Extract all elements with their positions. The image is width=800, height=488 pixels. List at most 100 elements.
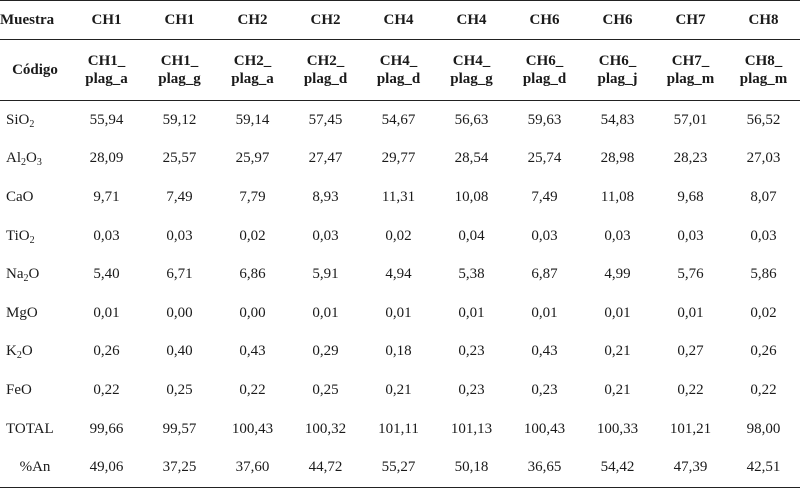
value-cell: 4,99 [604, 266, 631, 283]
value-cell: 59,14 [235, 111, 270, 128]
codigo-line1: CH6_ [598, 53, 637, 69]
value-cell: 8,93 [312, 188, 339, 205]
value-cell: 37,25 [143, 448, 216, 488]
value-cell: 0,01 [531, 304, 558, 321]
codigo-line2: plag_a [231, 71, 274, 87]
muestra-header-cell: CH6 [581, 0, 654, 40]
value-cell: 36,65 [508, 448, 581, 488]
value-cell: 6,87 [531, 266, 558, 283]
table-row: MgO 0,01 0,00 0,00 0,01 0,01 0,01 0,01 0,01 0,01 0… [0, 294, 800, 333]
codigo-line2: plag_d [303, 71, 348, 87]
value-cell: 11,08 [600, 188, 635, 205]
value-cell: 0,25 [166, 381, 193, 398]
value-cell: 0,22 [239, 381, 266, 398]
value-cell: 0,23 [458, 343, 485, 360]
value-cell: 25,97 [235, 150, 270, 167]
table-row: Al2O3 28,09 25,57 25,97 27,47 29,77 28,54 25,74… [0, 140, 800, 179]
oxide-label: SiO2 [0, 101, 70, 140]
table-row: FeO 0,22 0,25 0,22 0,25 0,21 0,23 0,23 0,21 0,22 0… [0, 371, 800, 410]
muestra-header-cell: CH1 [70, 0, 143, 40]
value-cell: 54,67 [381, 111, 416, 128]
oxide-label: FeO [0, 371, 70, 410]
value-cell: 0,02 [239, 227, 266, 244]
muestra-header-cell: CH1 [143, 0, 216, 40]
value-cell: 101,11 [378, 420, 419, 437]
value-cell: 9,71 [93, 188, 120, 205]
codigo-header-cell: CH4_ plag_d [362, 39, 435, 101]
value-cell: 5,38 [458, 266, 485, 283]
value-cell: 0,03 [750, 227, 777, 244]
value-cell: 5,76 [677, 266, 704, 283]
table-row: SiO2 55,94 59,12 59,14 57,45 54,67 56,63 59,63 5… [0, 101, 800, 140]
codigo-line2: plag_g [158, 71, 201, 87]
value-cell: 50,18 [435, 448, 508, 488]
codigo-line1: CH8_ [744, 53, 783, 69]
value-cell: 27,03 [746, 150, 781, 167]
value-cell: 25,74 [527, 150, 562, 167]
value-cell: 100,43 [231, 420, 274, 437]
value-cell: 0,21 [385, 381, 412, 398]
value-cell: 57,01 [673, 111, 708, 128]
value-cell: 9,68 [677, 188, 704, 205]
value-cell: 0,01 [312, 304, 339, 321]
oxide-main-text: TiO [6, 227, 30, 244]
value-cell: 4,94 [385, 266, 412, 283]
oxide-label: TOTAL [0, 410, 70, 449]
codigo-line2: plag_m [666, 71, 715, 87]
codigo-header-cell: CH7_ plag_m [654, 39, 727, 101]
value-cell: 0,26 [93, 343, 120, 360]
value-cell: 0,43 [239, 343, 266, 360]
header-row-muestra: Muestra CH1 CH1 CH2 CH2 CH4 CH4 CH6 CH6 … [0, 0, 800, 40]
codigo-line1: CH1_ [160, 53, 199, 69]
value-cell: 98,00 [746, 420, 781, 437]
codigo-line2: plag_j [597, 71, 638, 87]
value-cell: 0,01 [385, 304, 412, 321]
muestra-header-cell: CH8 [727, 0, 800, 40]
value-cell: 0,01 [604, 304, 631, 321]
value-cell: 5,40 [93, 266, 120, 283]
codigo-header-cell: CH2_ plag_d [289, 39, 362, 101]
value-cell: 28,98 [600, 150, 635, 167]
value-cell: 5,91 [312, 266, 339, 283]
oxide-label: MgO [0, 294, 70, 333]
value-cell: 0,03 [166, 227, 193, 244]
value-cell: 0,22 [677, 381, 704, 398]
value-cell: 37,60 [216, 448, 289, 488]
codigo-line2: plag_g [450, 71, 493, 87]
value-cell: 0,01 [93, 304, 120, 321]
value-cell: 11,31 [381, 188, 416, 205]
codigo-header-cell: CH4_ plag_g [435, 39, 508, 101]
value-cell: 0,01 [458, 304, 485, 321]
value-cell: 0,00 [239, 304, 266, 321]
value-cell: 44,72 [289, 448, 362, 488]
value-cell: 0,40 [166, 343, 193, 360]
value-cell: 7,49 [531, 188, 558, 205]
value-cell: 27,47 [308, 150, 343, 167]
codigo-header-cell: CH2_ plag_a [216, 39, 289, 101]
value-cell: 6,86 [239, 266, 266, 283]
codigo-label: Código [0, 39, 70, 101]
value-cell: 0,21 [604, 343, 631, 360]
table-row: TOTAL 99,66 99,57 100,43 100,32 101,11 101,13 1… [0, 410, 800, 449]
value-cell: 7,79 [239, 188, 266, 205]
value-cell: 28,09 [89, 150, 124, 167]
value-cell: 0,27 [677, 343, 704, 360]
oxide-tail-text: O [28, 266, 40, 283]
table-row: CaO 9,71 7,49 7,79 8,93 11,31 10,08 7,49 11,08 9,… [0, 178, 800, 217]
value-cell: 59,63 [527, 111, 562, 128]
codigo-line2: plag_d [522, 71, 567, 87]
muestra-header-cell: CH4 [435, 0, 508, 40]
table-row: %An 49,06 37,25 37,60 44,72 55,27 50,18 36,65 54… [0, 448, 800, 488]
value-cell: 0,26 [750, 343, 777, 360]
codigo-header-cell: CH1_ plag_a [70, 39, 143, 101]
value-cell: 0,03 [677, 227, 704, 244]
oxide-subscript: 2 [29, 234, 35, 246]
oxide-subscript: 2 [21, 157, 26, 169]
codigo-header-cell: CH8_ plag_m [727, 39, 800, 101]
oxide-label: K2O [0, 333, 70, 372]
oxide-main-text: Al [6, 150, 21, 167]
value-cell: 100,43 [523, 420, 566, 437]
codigo-line1: CH4_ [379, 53, 418, 69]
codigo-line1: CH2_ [306, 53, 345, 69]
